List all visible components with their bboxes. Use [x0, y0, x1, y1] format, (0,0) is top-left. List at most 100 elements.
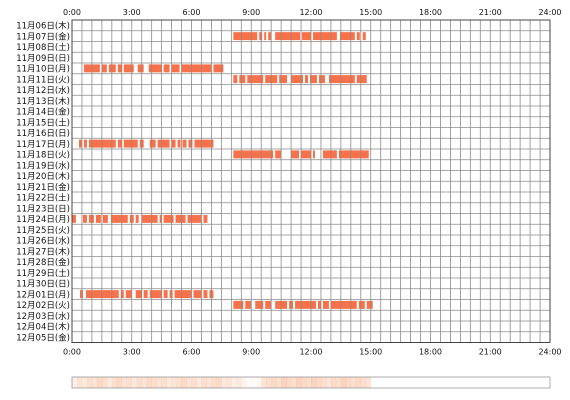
activity-bar	[78, 139, 82, 148]
activity-bar	[102, 214, 108, 223]
x-tick-label-bottom: 21:00	[479, 348, 502, 357]
activity-bar	[181, 64, 212, 73]
activity-bar	[157, 139, 170, 148]
row-date-label: 11月26日(水)	[16, 236, 70, 247]
summary-band-cell	[136, 377, 143, 388]
activity-bar	[356, 32, 360, 41]
row-date-label: 11月15日(土)	[16, 117, 70, 128]
activity-bar	[318, 75, 325, 84]
activity-bar	[356, 75, 367, 84]
activity-bar	[275, 150, 282, 159]
activity-bar	[182, 139, 187, 148]
summary-band-cell	[296, 377, 302, 388]
row-date-label: 11月30日(日)	[16, 280, 70, 290]
activity-bar	[203, 214, 208, 223]
row-date-label: 11月27日(木)	[16, 246, 70, 257]
summary-band-cell	[261, 377, 267, 388]
row-date-label: 11月12日(水)	[16, 85, 70, 96]
x-tick-label-bottom: 15:00	[359, 348, 382, 357]
activity-bar	[259, 32, 263, 41]
activity-bar	[239, 75, 246, 84]
activity-bar	[171, 64, 180, 73]
activity-bar	[149, 290, 162, 299]
summary-band-cell	[315, 377, 322, 388]
summary-band-cell	[360, 377, 367, 388]
row-date-label: 11月21日(金)	[16, 182, 70, 193]
activity-bar	[85, 290, 119, 299]
activity-bar	[255, 300, 264, 309]
summary-band-cell	[311, 377, 317, 388]
x-tick-label-bottom: 12:00	[299, 348, 322, 357]
summary-band-cell	[181, 377, 187, 388]
row-date-label: 11月17日(月)	[16, 140, 70, 150]
activity-bar	[295, 300, 316, 309]
summary-band-cell	[201, 377, 207, 388]
activity-bar	[305, 75, 309, 84]
row-date-label: 11月09日(日)	[16, 54, 70, 64]
summary-band-cell	[161, 377, 167, 388]
summary-band-cell	[325, 377, 332, 388]
summary-band-cell	[236, 377, 242, 388]
summary-band-cell	[335, 377, 342, 388]
activity-bar	[265, 300, 272, 309]
summary-band-cell	[251, 377, 257, 388]
activity-bar	[366, 300, 373, 309]
summary-band-cell	[141, 377, 147, 388]
activity-bar	[268, 32, 272, 41]
activity-bar	[187, 214, 202, 223]
activity-bar	[135, 214, 139, 223]
activity-bar	[233, 32, 258, 41]
summary-band-cell	[231, 377, 237, 388]
x-tick-label-top: 18:00	[419, 8, 442, 17]
summary-band-cell	[171, 377, 177, 388]
activity-bar	[163, 290, 168, 299]
activity-bar	[159, 214, 162, 223]
x-tick-label-top: 12:00	[299, 8, 322, 17]
summary-band-cell	[226, 377, 232, 388]
x-tick-label-bottom: 3:00	[123, 348, 141, 357]
summary-band-cell	[211, 377, 217, 388]
activity-bar	[169, 290, 173, 299]
activity-bar	[275, 32, 301, 41]
row-date-label: 11月25日(火)	[16, 226, 70, 236]
activity-bar	[322, 300, 329, 309]
summary-band-cell	[206, 377, 212, 388]
activity-bar	[177, 139, 181, 148]
x-tick-label-bottom: 9:00	[242, 348, 260, 357]
activity-bar	[322, 150, 337, 159]
row-date-label: 11月14日(金)	[16, 107, 70, 118]
activity-bar	[194, 139, 214, 148]
row-date-label: 11月13日(木)	[16, 96, 70, 107]
activity-bar	[193, 290, 202, 299]
activity-bar	[338, 150, 369, 159]
activity-bar	[264, 32, 267, 41]
summary-band-cell	[345, 377, 352, 388]
row-date-label: 11月06日(木)	[16, 21, 70, 32]
activity-bar	[317, 300, 321, 309]
summary-band-cell	[350, 377, 357, 388]
activity-bar	[279, 75, 288, 84]
activity-bar	[95, 214, 101, 223]
activity-bar	[88, 139, 116, 148]
summary-band-cell	[355, 377, 362, 388]
row-date-label: 11月20日(木)	[16, 171, 70, 182]
summary-band-cell	[221, 377, 227, 388]
activity-bar	[339, 32, 355, 41]
activity-bar	[82, 214, 87, 223]
x-tick-label-bottom: 0:00	[63, 348, 81, 357]
row-date-label: 11月11日(火)	[16, 75, 70, 85]
summary-band-cell	[365, 377, 372, 388]
summary-band-cell	[91, 377, 98, 388]
activity-bar	[148, 64, 162, 73]
summary-band-cell	[266, 377, 272, 388]
summary-band-cell	[151, 377, 157, 388]
summary-band-cell	[216, 377, 222, 388]
summary-band-cell	[330, 377, 337, 388]
row-date-label: 11月19日(水)	[16, 160, 70, 171]
activity-bar	[110, 214, 128, 223]
row-date-label: 11月29日(土)	[16, 268, 70, 279]
activity-bar	[171, 139, 176, 148]
summary-band-cell	[306, 377, 312, 388]
activity-bar	[117, 64, 122, 73]
